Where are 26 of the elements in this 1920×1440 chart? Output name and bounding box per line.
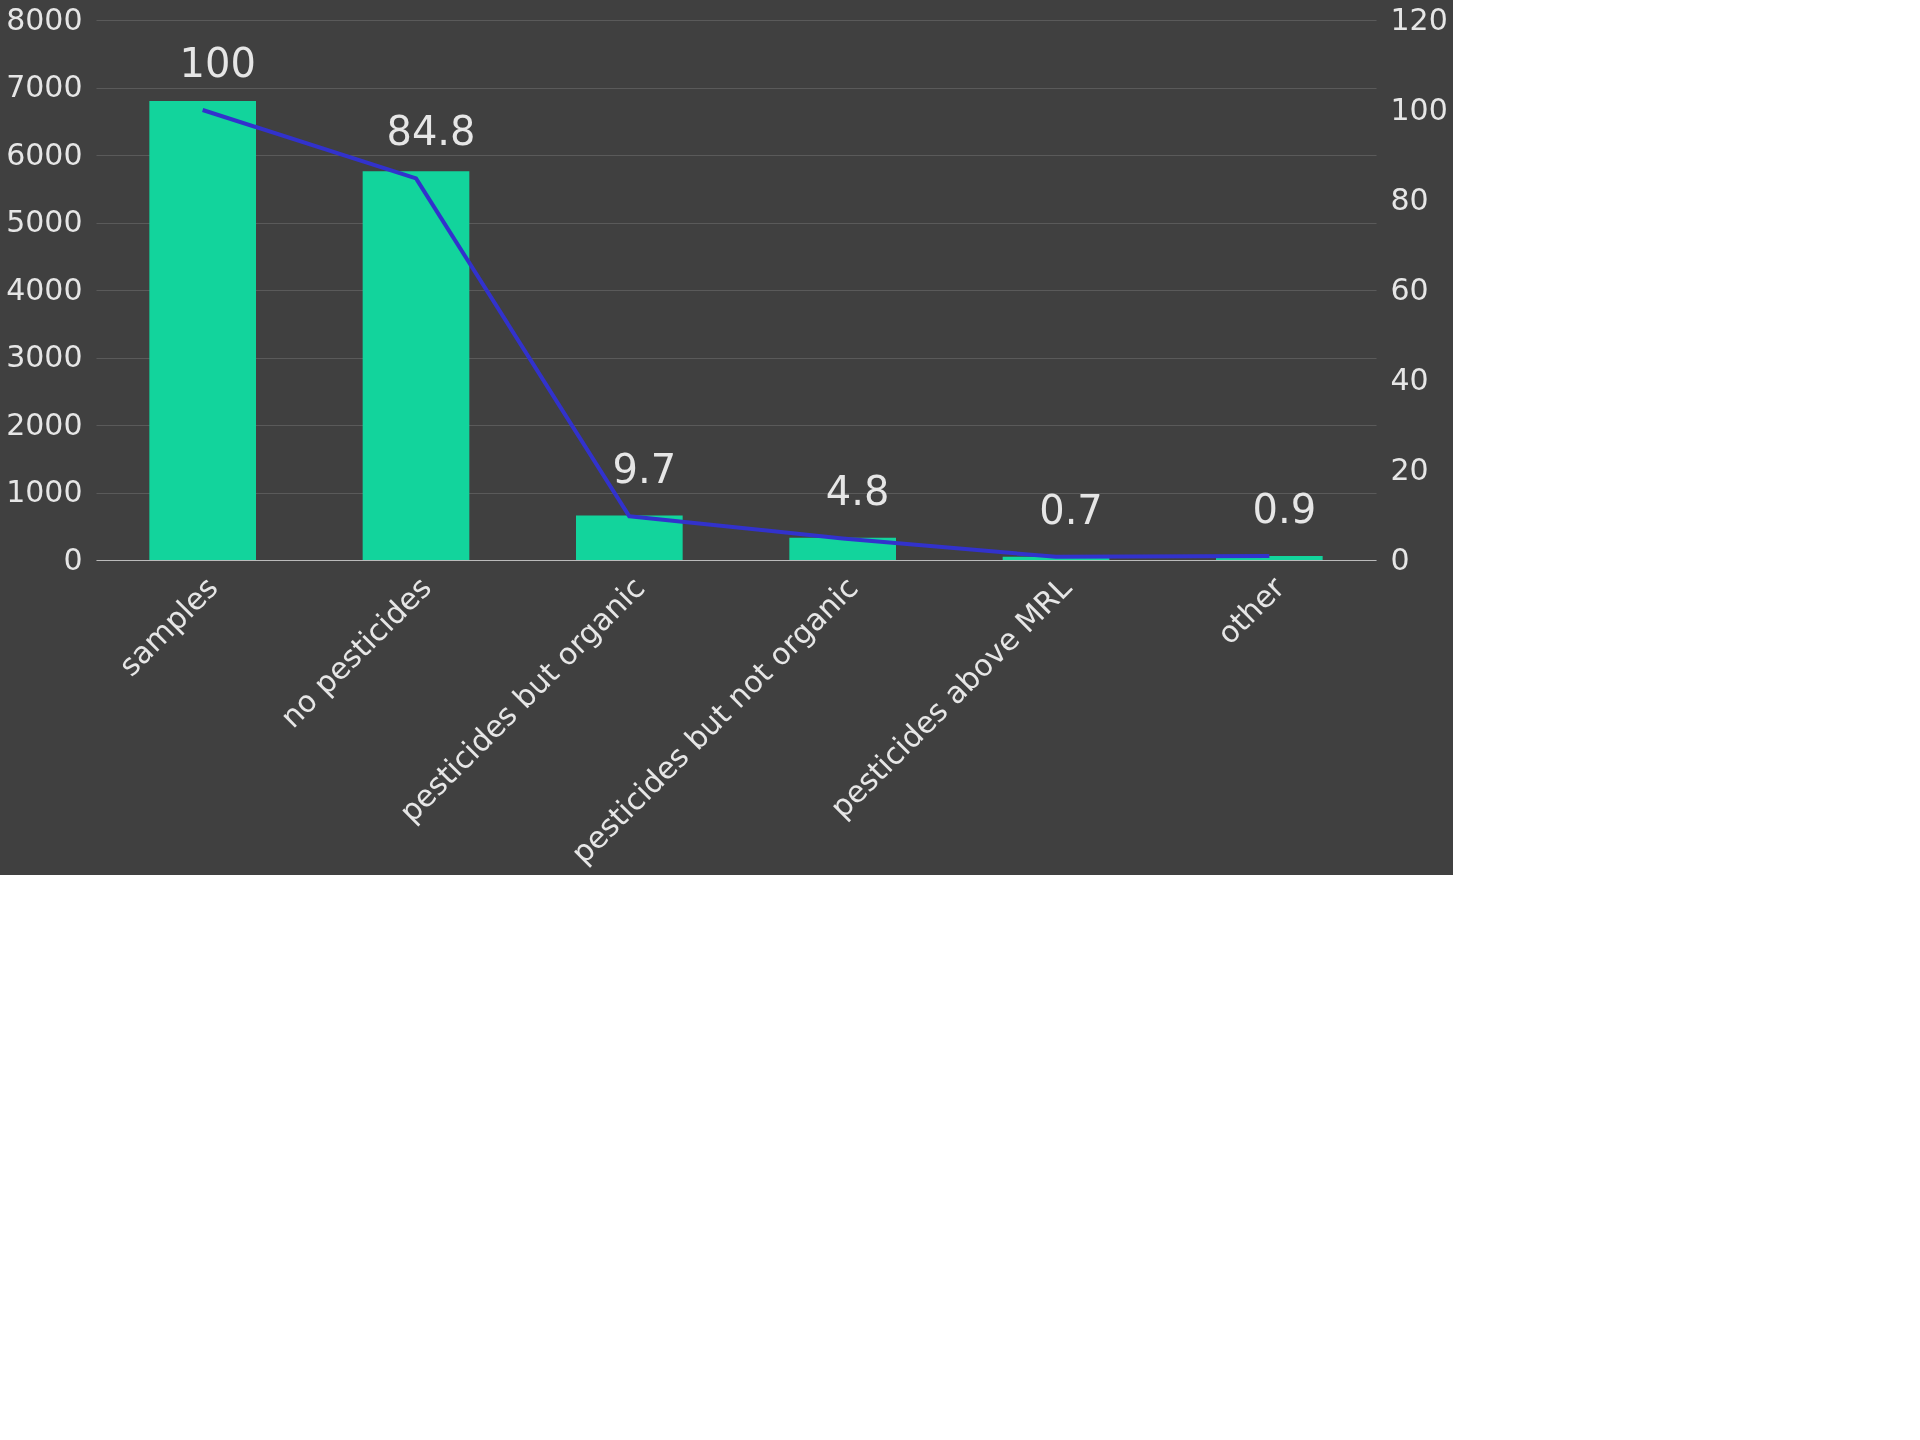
y-tick-label: 5000 (6, 204, 83, 239)
y2-tick-label: 0 (1390, 541, 1410, 577)
bar (789, 537, 896, 560)
data-label: 4.8 (825, 468, 890, 515)
y2-tick-label: 100 (1390, 91, 1448, 127)
y2-tick-label: 40 (1390, 361, 1429, 397)
y-tick-label: 2000 (6, 406, 83, 442)
y2-tick-label: 120 (1390, 1, 1448, 37)
data-label: 0.7 (1039, 486, 1103, 533)
bar (362, 171, 470, 560)
data-label: 84.8 (386, 108, 476, 155)
y-tick-label: 3000 (6, 339, 83, 374)
y2-tick-label: 60 (1390, 271, 1429, 307)
y-tick-label: 1000 (6, 474, 83, 509)
y-tick-label: 4000 (6, 271, 83, 307)
y-tick-label: 8000 (6, 1, 83, 37)
bar (149, 101, 256, 560)
y2-tick-label: 20 (1390, 451, 1429, 487)
y-tick-label: 7000 (6, 69, 83, 104)
data-label: 9.7 (612, 446, 677, 493)
data-label: 0.9 (1252, 485, 1317, 532)
bar (576, 515, 683, 560)
y-tick-label: 0 (63, 541, 83, 577)
y2-tick-label: 80 (1390, 181, 1429, 217)
data-label: 100 (179, 40, 256, 86)
y-tick-label: 6000 (6, 136, 83, 172)
